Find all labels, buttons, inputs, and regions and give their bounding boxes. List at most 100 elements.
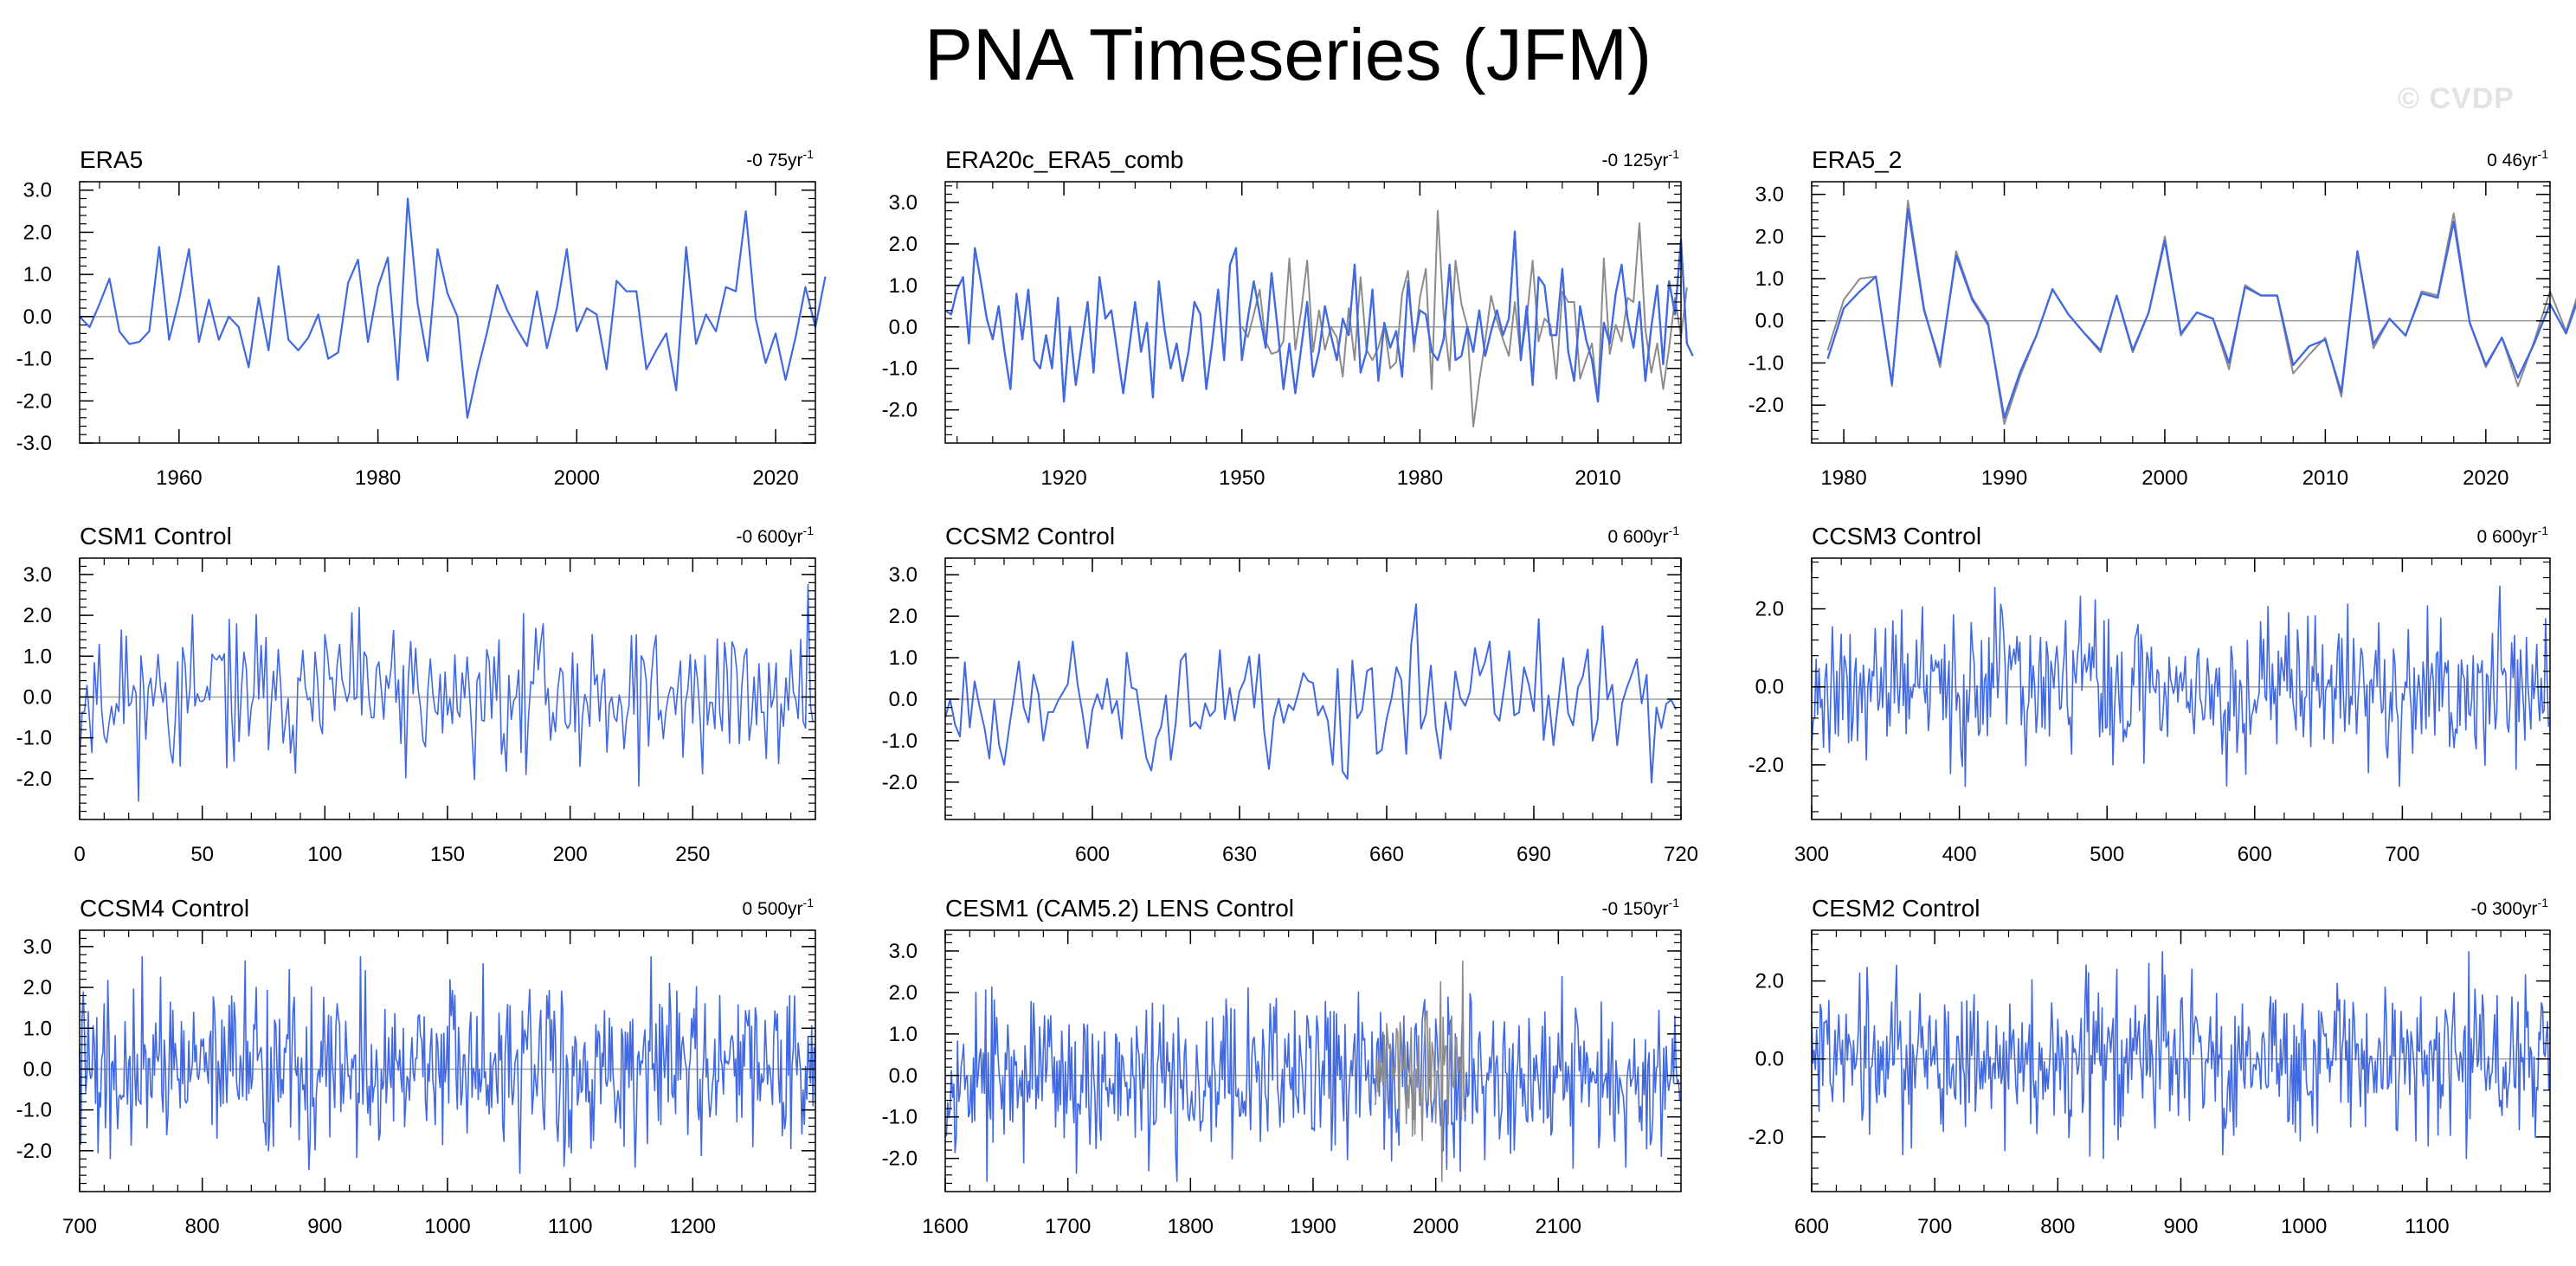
page-title: PNA Timeseries (JFM): [924, 14, 1652, 95]
panel-5: CCSM2 Control 0 600yr-1 3.0 2.0 1.0 0.0 -1.0 -2…: [882, 523, 1698, 866]
plot-frame: [1811, 557, 2551, 820]
y-tick-label: -1.0: [16, 727, 52, 750]
y-tick-label: 2.0: [1755, 225, 1784, 248]
trend-label: -0 300yr-1: [2471, 896, 2549, 919]
plot-frame: [944, 557, 1682, 820]
y-tick-label: 0.0: [23, 685, 52, 709]
x-tick-label: 200: [553, 843, 588, 866]
panel-2: ERA20c_ERA5_comb -0 125yr-1 3.0 2.0 1.0 0.0 -1…: [882, 146, 1694, 490]
trend-label: -0 75yr-1: [746, 147, 814, 170]
y-tick-label: 0.0: [889, 316, 918, 339]
x-tick-label: 700: [62, 1215, 97, 1238]
x-tick-label: 2000: [1413, 1215, 1459, 1238]
plot-frame: [79, 181, 816, 444]
panel-7: CCSM4 Control 0 500yr-1 3.0 2.0 1.0 0.0 -1.0 -2…: [16, 895, 816, 1238]
y-tick-label: -3.0: [16, 432, 52, 455]
main-series-line: [79, 955, 815, 1174]
x-tick-label: 1100: [2405, 1215, 2450, 1238]
x-tick-label: 900: [307, 1215, 342, 1238]
trend-exponent: -1: [1669, 147, 1680, 161]
y-tick-label: 3.0: [889, 191, 918, 215]
x-tick-label: 690: [1517, 843, 1551, 866]
panel-title: CCSM3 Control: [1812, 523, 1981, 549]
panel-title: ERA5: [80, 146, 143, 173]
trend-exponent: -1: [1669, 896, 1680, 909]
x-tick-label: 1990: [1981, 466, 2027, 490]
trend-label: 0 500yr-1: [743, 896, 815, 919]
y-tick-label: -2.0: [1748, 1126, 1784, 1149]
trend-label: 0 46yr-1: [2487, 147, 2548, 170]
main-series-line: [944, 603, 1678, 784]
x-tick-label: 2020: [2463, 466, 2508, 490]
trend-exponent: -1: [1669, 524, 1680, 537]
x-tick-label: 600: [1075, 843, 1110, 866]
y-tick-label: 2.0: [889, 605, 918, 628]
trend-exponent: -1: [803, 524, 815, 537]
x-tick-label: 720: [1664, 843, 1698, 866]
x-tick-label: 0: [74, 843, 85, 866]
x-tick-label: 2000: [554, 466, 600, 490]
x-tick-label: 700: [1917, 1215, 1952, 1238]
y-tick-label: -1.0: [882, 357, 918, 381]
x-tick-label: 900: [2163, 1215, 2198, 1238]
panel-9: CESM2 Control -0 300yr-1 2.0 0.0 -2.0 600 700 8…: [1748, 895, 2551, 1238]
x-tick-label: 100: [307, 843, 342, 866]
overlay-series-line: [1240, 209, 1688, 427]
x-tick-label: 800: [2040, 1215, 2075, 1238]
y-tick-label: 3.0: [889, 940, 918, 963]
x-tick-label: 630: [1222, 843, 1257, 866]
x-tick-label: 1980: [1397, 466, 1443, 490]
y-tick-label: -2.0: [16, 768, 52, 791]
y-tick-label: 1.0: [1755, 267, 1784, 291]
y-tick-label: -2.0: [16, 389, 52, 413]
x-tick-label: 700: [2385, 843, 2419, 866]
x-tick-label: 300: [1794, 843, 1829, 866]
x-tick-label: 2000: [2141, 466, 2187, 490]
x-tick-label: 600: [2238, 843, 2272, 866]
trend-value: -0 125yr: [1602, 151, 1669, 170]
y-tick-label: 2.0: [889, 981, 918, 1005]
trend-label: -0 150yr-1: [1602, 896, 1680, 919]
panel-8: CESM1 (CAM5.2) LENS Control -0 150yr-1 3.0…: [882, 895, 1682, 1238]
x-tick-label: 660: [1369, 843, 1404, 866]
x-tick-label: 2100: [1536, 1215, 1581, 1238]
y-tick-label: 2.0: [23, 604, 52, 627]
y-tick-label: 0.0: [889, 688, 918, 711]
y-tick-label: 0.0: [1755, 1048, 1784, 1071]
main-series-line: [79, 583, 814, 802]
y-tick-label: 0.0: [1755, 310, 1784, 333]
main-series-line: [1811, 585, 2550, 787]
y-tick-label: 2.0: [1755, 970, 1784, 993]
x-tick-label: 500: [2090, 843, 2124, 866]
trend-label: 0 600yr-1: [2477, 524, 2549, 547]
y-tick-label: 2.0: [889, 233, 918, 256]
panel-6: CCSM3 Control 0 600yr-1 2.0 0.0 -2.0 300 400 50…: [1748, 523, 2551, 866]
y-tick-label: 3.0: [23, 935, 52, 959]
x-tick-label: 2010: [2302, 466, 2348, 490]
x-tick-label: 1800: [1168, 1215, 1214, 1238]
plot-frame: [944, 929, 1682, 1192]
x-tick-label: 1960: [156, 466, 202, 490]
y-tick-label: 1.0: [23, 645, 52, 668]
y-tick-label: -2.0: [1748, 754, 1784, 777]
main-series-line: [944, 975, 1681, 1182]
y-tick-label: 3.0: [1755, 183, 1784, 207]
trend-value: -0 150yr: [1602, 899, 1669, 919]
x-tick-label: 1980: [1820, 466, 1866, 490]
y-tick-label: 1.0: [889, 1023, 918, 1046]
x-tick-label: 150: [430, 843, 465, 866]
y-tick-label: -2.0: [882, 771, 918, 794]
x-tick-label: 1950: [1219, 466, 1265, 490]
x-tick-label: 1000: [2281, 1215, 2327, 1238]
trend-label: -0 600yr-1: [737, 524, 815, 547]
x-tick-label: 1900: [1290, 1215, 1336, 1238]
y-tick-label: 0.0: [1755, 676, 1784, 699]
trend-exponent: -1: [803, 147, 815, 161]
panel-title: CESM2 Control: [1812, 895, 1980, 922]
trend-value: 0 500yr: [743, 899, 803, 919]
x-tick-label: 2020: [752, 466, 798, 490]
panel-title: CSM1 Control: [80, 523, 232, 549]
y-tick-label: -1.0: [16, 1099, 52, 1122]
y-tick-label: -2.0: [16, 1140, 52, 1163]
